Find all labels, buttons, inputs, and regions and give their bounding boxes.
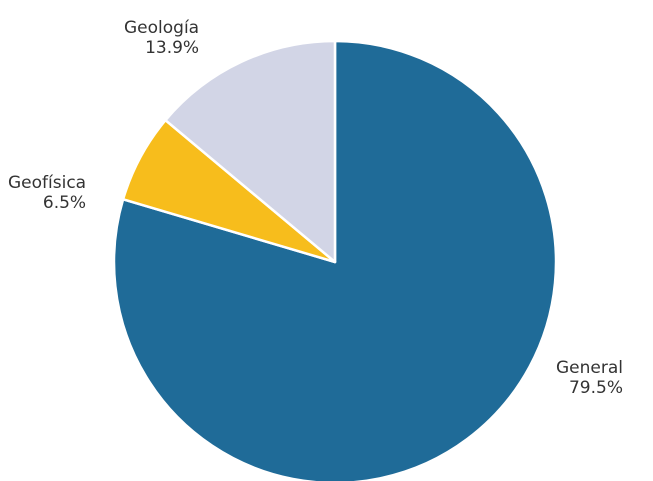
label-geofisica: Geofísica 6.5% xyxy=(8,173,86,213)
label-geologia-value: 13.9% xyxy=(145,38,200,58)
label-geofisica-value: 6.5% xyxy=(42,193,87,213)
label-geofisica-name: Geofísica xyxy=(8,173,87,193)
label-general-value: 79.5% xyxy=(568,378,623,398)
label-general-name: General xyxy=(556,358,623,378)
label-geologia-name: Geología xyxy=(124,18,200,38)
pie-slice-geologia xyxy=(164,39,337,264)
label-general: General 79.5% xyxy=(556,358,623,398)
pie-slice-general xyxy=(112,39,558,481)
label-geologia: Geología 13.9% xyxy=(124,18,199,58)
